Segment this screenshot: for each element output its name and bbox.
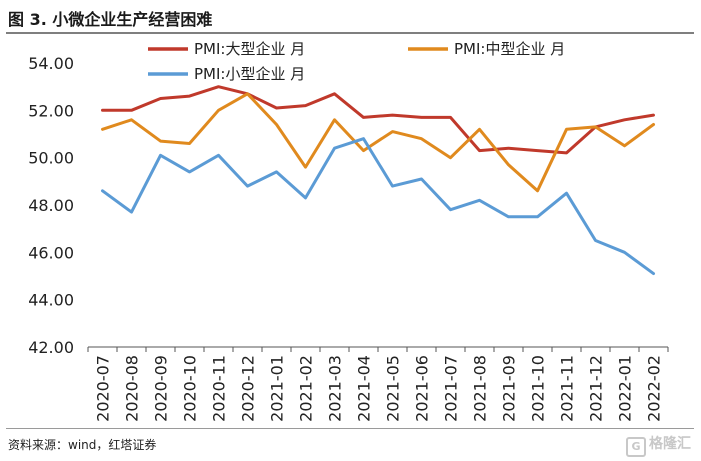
y-tick-label: 54.00 bbox=[28, 54, 74, 73]
y-tick-label: 48.00 bbox=[28, 196, 74, 215]
series-lines bbox=[101, 85, 655, 276]
x-tick-label: 2021-06 bbox=[413, 355, 432, 422]
x-tick-label: 2020-08 bbox=[123, 355, 142, 422]
source-note: 资料来源：wind，红塔证券 bbox=[8, 438, 157, 452]
y-tick-label: 44.00 bbox=[28, 291, 74, 310]
y-tick-label: 46.00 bbox=[28, 243, 74, 262]
x-tick-label: 2021-04 bbox=[355, 355, 374, 422]
x-tick-label: 2021-12 bbox=[587, 355, 606, 422]
x-tick-label: 2021-07 bbox=[442, 355, 461, 422]
watermark: G 格隆汇 bbox=[626, 433, 691, 457]
series-line bbox=[101, 85, 655, 155]
watermark-logo-icon: G bbox=[626, 437, 646, 457]
line-chart: 42.00 44.00 46.00 48.00 50.00 52.00 54.00 2020… bbox=[28, 40, 669, 422]
x-tick-label: 2021-05 bbox=[384, 355, 403, 422]
x-tick-label: 2022-02 bbox=[645, 355, 664, 422]
x-tick-label: 2022-01 bbox=[616, 355, 635, 422]
x-tick-label: 2020-09 bbox=[152, 355, 171, 422]
y-tick-label: 52.00 bbox=[28, 101, 74, 120]
title-divider bbox=[6, 32, 694, 34]
x-tick-label: 2021-09 bbox=[500, 355, 519, 422]
y-tick-label: 50.00 bbox=[28, 149, 74, 168]
legend: PMI:大型企业 月 PMI:中型企业 月 PMI:小型企业 月 bbox=[148, 40, 565, 83]
x-tick-label: 2020-12 bbox=[239, 355, 258, 422]
footer-divider bbox=[6, 428, 694, 429]
x-tick-label: 2021-03 bbox=[326, 355, 345, 422]
x-tick-label: 2021-01 bbox=[268, 355, 287, 422]
y-tick-label: 42.00 bbox=[28, 338, 74, 357]
watermark-text: 格隆汇 bbox=[649, 436, 691, 452]
x-tick-label: 2020-10 bbox=[181, 355, 200, 422]
x-tick-label: 2021-11 bbox=[558, 355, 577, 422]
x-tick-label: 2020-07 bbox=[94, 355, 113, 422]
page-title: 图 3. 小微企业生产经营困难 bbox=[8, 10, 213, 29]
x-tick-label: 2020-11 bbox=[210, 355, 229, 422]
legend-label: PMI:大型企业 月 bbox=[194, 40, 305, 58]
x-tick-label: 2021-08 bbox=[471, 355, 490, 422]
series-line bbox=[101, 92, 655, 193]
legend-label: PMI:小型企业 月 bbox=[194, 65, 305, 83]
series-line bbox=[101, 137, 655, 276]
legend-label: PMI:中型企业 月 bbox=[454, 40, 565, 58]
x-tick-label: 2021-10 bbox=[529, 355, 548, 422]
y-axis: 42.00 44.00 46.00 48.00 50.00 52.00 54.00 bbox=[28, 54, 74, 357]
x-axis: 2020-07 2020-08 2020-09 2020-10 2020-11 2020-… bbox=[87, 346, 669, 422]
x-tick-label: 2021-02 bbox=[297, 355, 316, 422]
